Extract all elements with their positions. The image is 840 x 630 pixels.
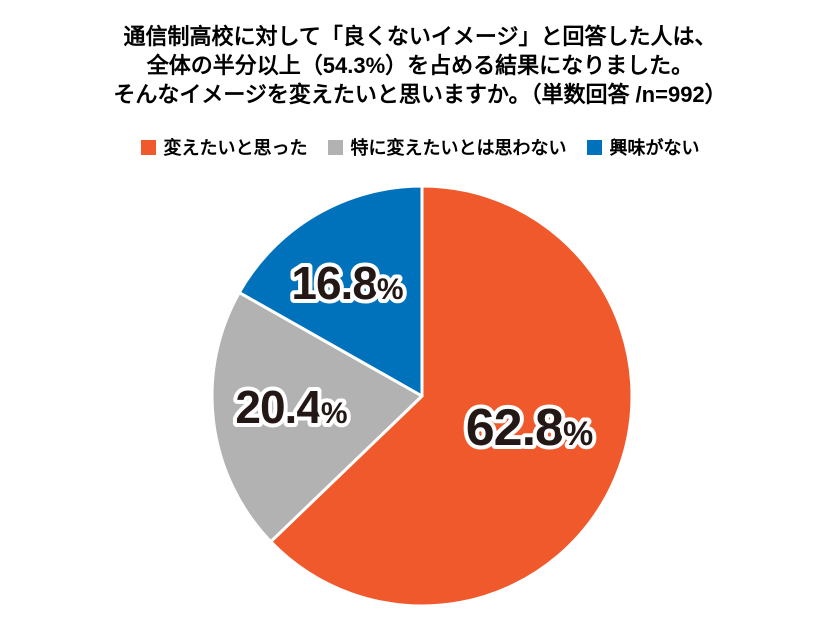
legend: 変えたいと思った 特に変えたいとは思わない 興味がない: [0, 135, 840, 159]
pie-slice-0: [269, 184, 634, 608]
legend-item-not-interested: 興味がない: [586, 134, 700, 160]
legend-swatch-gray-icon: [327, 139, 343, 155]
slice-label-value: 16.8: [291, 257, 377, 309]
slice-label-1: 20.4%: [235, 381, 347, 433]
title-line-2: 全体の半分以上（54.3%）を占める結果になりました。: [146, 53, 694, 78]
legend-label-not-interested: 興味がない: [609, 138, 700, 158]
legend-label-want-to-change: 変えたいと思った: [163, 138, 308, 158]
chart-title: 通信制高校に対して「良くないイメージ」と回答した人は、 全体の半分以上（54.3…: [0, 22, 840, 109]
title-line-3: そんなイメージを変えたいと思いますか。（単数回答 /n=992）: [113, 82, 727, 107]
slice-label-value: 62.8: [466, 399, 563, 457]
pie-slice-2: [237, 184, 424, 398]
slice-label-value: 20.4: [235, 381, 322, 433]
slice-label-unit: %: [377, 273, 403, 306]
legend-item-want-to-change: 変えたいと思った: [140, 134, 308, 160]
legend-label-no-change: 特に変えたいとは思わない: [350, 138, 567, 158]
slice-label-2: 16.8%: [291, 257, 403, 309]
title-line-1: 通信制高校に対して「良くないイメージ」と回答した人は、: [123, 24, 717, 49]
pie-chart: 62.8%20.4%16.8%: [210, 184, 634, 608]
legend-item-no-change: 特に変えたいとは思わない: [327, 134, 567, 160]
slice-label-unit: %: [563, 415, 593, 453]
legend-swatch-orange-icon: [140, 139, 156, 155]
slice-label-unit: %: [321, 397, 347, 430]
legend-swatch-blue-icon: [586, 139, 602, 155]
slice-label-0: 62.8%: [466, 399, 593, 457]
pie-slice-1: [210, 291, 424, 544]
